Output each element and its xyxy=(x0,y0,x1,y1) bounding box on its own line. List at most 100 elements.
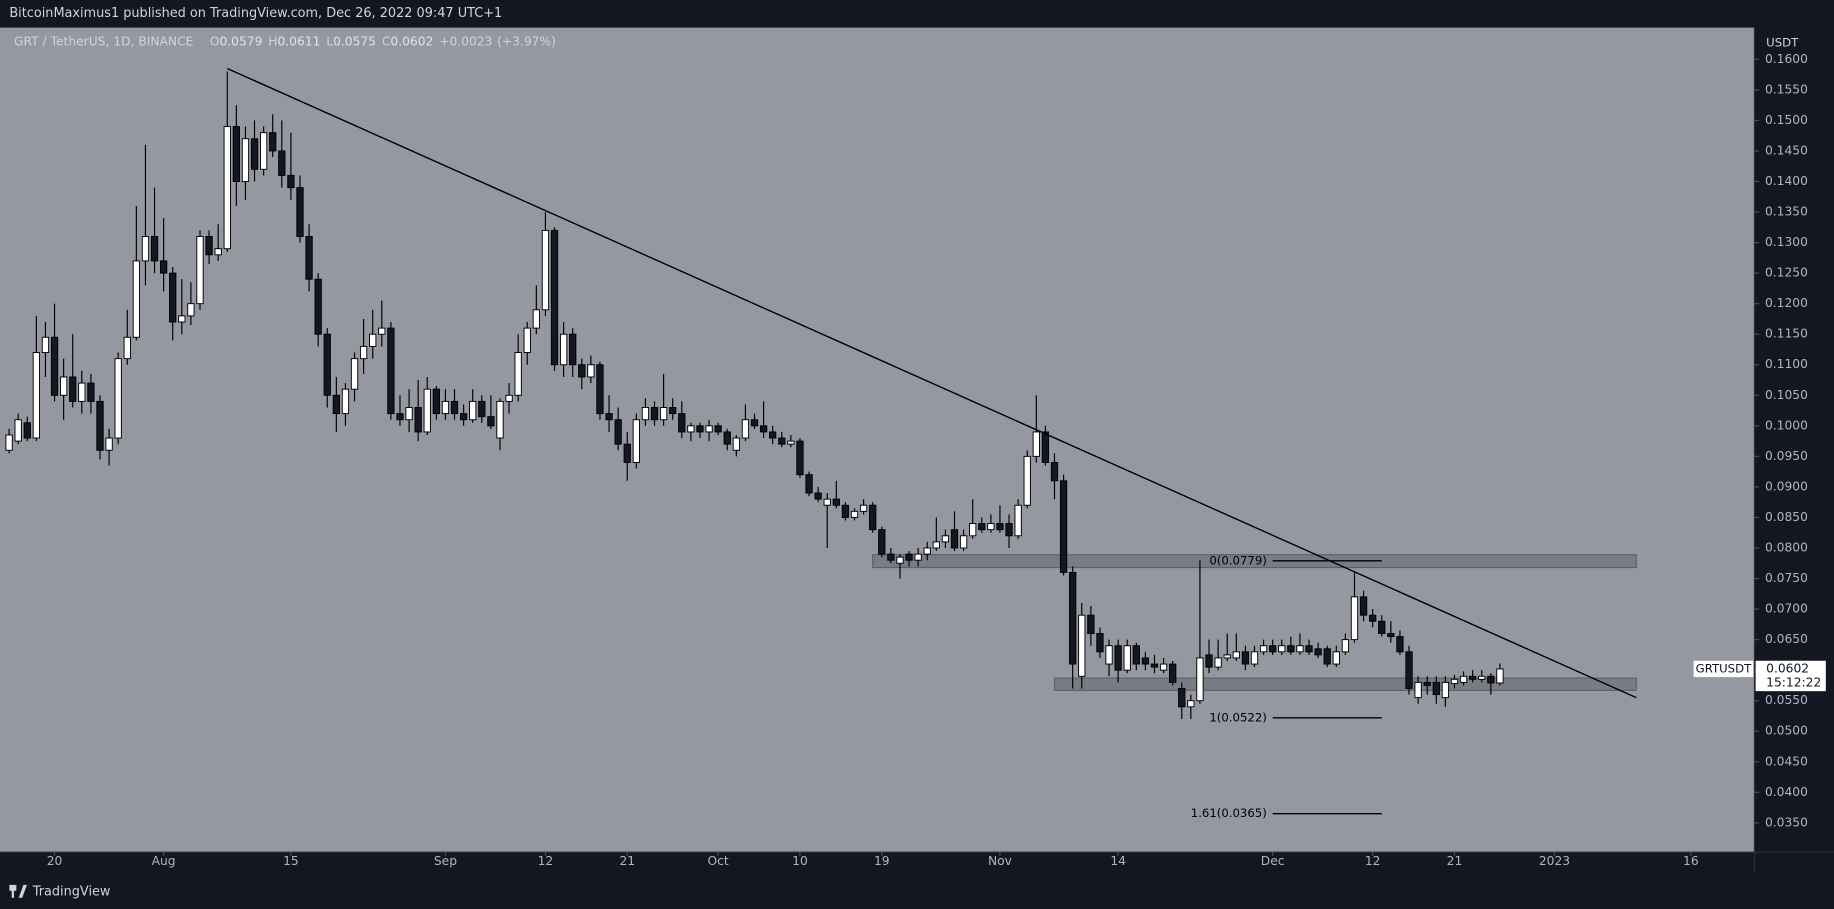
y-tick-label: 0.1100 xyxy=(1765,357,1808,371)
candle-body xyxy=(223,126,231,250)
candle-body xyxy=(1259,645,1268,653)
candle-body xyxy=(269,132,277,152)
candle-body xyxy=(641,407,650,421)
candle-body xyxy=(432,388,440,415)
candle-body xyxy=(178,315,186,323)
candle-body xyxy=(959,535,968,549)
candle-body xyxy=(1041,431,1050,463)
candle-body xyxy=(732,437,740,451)
candle-body xyxy=(950,529,959,549)
candle-body xyxy=(1441,681,1450,699)
candle-body xyxy=(396,413,404,421)
y-tick-label: 0.0450 xyxy=(1765,754,1808,768)
ohlc-key: L xyxy=(326,34,333,48)
candle-body xyxy=(423,388,431,433)
candle-body xyxy=(778,437,786,445)
candle-body xyxy=(69,376,77,402)
y-tick-label: 0.1300 xyxy=(1765,235,1808,249)
candle-body xyxy=(1350,596,1359,641)
fib-label: 1.61(0.0365) xyxy=(1191,806,1267,820)
y-tick-label: 0.0900 xyxy=(1765,479,1808,493)
ohlc-value: 0.0602 xyxy=(390,34,433,48)
symbol-legend: GRT / TetherUS, 1D, BINANCE O0.0579 H0.061… xyxy=(14,34,556,48)
candle-body xyxy=(59,376,68,396)
candle-body xyxy=(623,443,631,463)
y-tick-label: 0.0650 xyxy=(1765,632,1808,646)
candle-body xyxy=(1087,614,1095,634)
candle-body xyxy=(1096,633,1104,653)
candle-body xyxy=(14,419,22,442)
candle-body xyxy=(1469,675,1477,680)
candle-body xyxy=(578,364,586,378)
candle-body xyxy=(1378,620,1386,634)
y-tick-label: 0.1600 xyxy=(1765,52,1808,66)
ohlc-value: 0.0575 xyxy=(333,34,376,48)
candle-body xyxy=(478,400,486,418)
candle-body xyxy=(132,260,141,338)
candle-body xyxy=(1069,571,1077,665)
price-tag-value: 0.0602 xyxy=(1766,661,1809,675)
y-tick-label: 0.1500 xyxy=(1765,113,1808,127)
candle-body xyxy=(259,132,268,170)
symbol-title: GRT / TetherUS, 1D, BINANCE xyxy=(14,34,193,48)
candle-body xyxy=(123,336,131,360)
ohlc-key: H xyxy=(268,34,277,48)
candle-body xyxy=(1059,480,1068,573)
candle-body xyxy=(1169,663,1177,683)
candle-body xyxy=(323,333,331,396)
candle-body xyxy=(605,413,613,421)
candle-body xyxy=(41,336,50,354)
logo xyxy=(18,884,27,898)
candle-body xyxy=(859,504,868,512)
trendline xyxy=(226,67,1637,699)
candle-body xyxy=(278,150,286,176)
x-tick-label: 12 xyxy=(538,854,554,868)
y-tick-label: 0.1150 xyxy=(1765,327,1808,341)
candle-body xyxy=(5,434,13,451)
candle-body xyxy=(1414,681,1422,699)
candle-body xyxy=(659,407,668,421)
y-tick-label: 0.0750 xyxy=(1765,571,1808,585)
candle-body xyxy=(1214,657,1222,668)
symbol-tag-text: GRTUSDT xyxy=(1696,661,1752,675)
candle-body xyxy=(796,440,804,476)
candle-body xyxy=(359,345,368,360)
candle-body xyxy=(1323,648,1331,665)
x-tick-label: 2023 xyxy=(1539,854,1570,868)
candle-body xyxy=(414,407,422,433)
candle-body xyxy=(205,236,213,256)
x-tick-label: 20 xyxy=(47,854,63,868)
candle-body xyxy=(241,138,250,182)
candle-body xyxy=(1223,654,1231,659)
candle-body xyxy=(378,327,386,335)
candle-body xyxy=(87,382,95,402)
footer-brand: TradingView xyxy=(32,884,111,899)
candle-body xyxy=(1123,645,1131,671)
candle-body xyxy=(678,413,686,433)
candle-body xyxy=(1250,651,1259,665)
y-tick-label: 0.0850 xyxy=(1765,510,1808,524)
candle-body xyxy=(723,431,731,445)
candle-body xyxy=(1314,648,1322,656)
candle-body xyxy=(769,431,777,439)
x-tick-label: Sep xyxy=(434,854,457,868)
y-tick-label: 0.0400 xyxy=(1765,785,1808,799)
candle-body xyxy=(969,523,977,537)
candle-body xyxy=(687,425,695,433)
candle-body xyxy=(1005,523,1013,537)
candle-body xyxy=(1114,645,1122,671)
candle-body xyxy=(305,236,313,280)
change-percent: (+3.97%) xyxy=(497,34,556,48)
y-tick-label: 0.0550 xyxy=(1765,693,1808,707)
candle-body xyxy=(96,400,104,451)
y-tick-label: 0.0700 xyxy=(1765,602,1808,616)
candle-body xyxy=(523,327,531,354)
candle-body xyxy=(596,364,604,415)
candle-body xyxy=(850,510,859,518)
candle-body xyxy=(50,336,59,396)
candle-body xyxy=(23,422,31,439)
y-tick-label: 0.0800 xyxy=(1765,540,1808,554)
ohlc-key: O xyxy=(210,34,220,48)
candle-body xyxy=(1359,596,1368,616)
